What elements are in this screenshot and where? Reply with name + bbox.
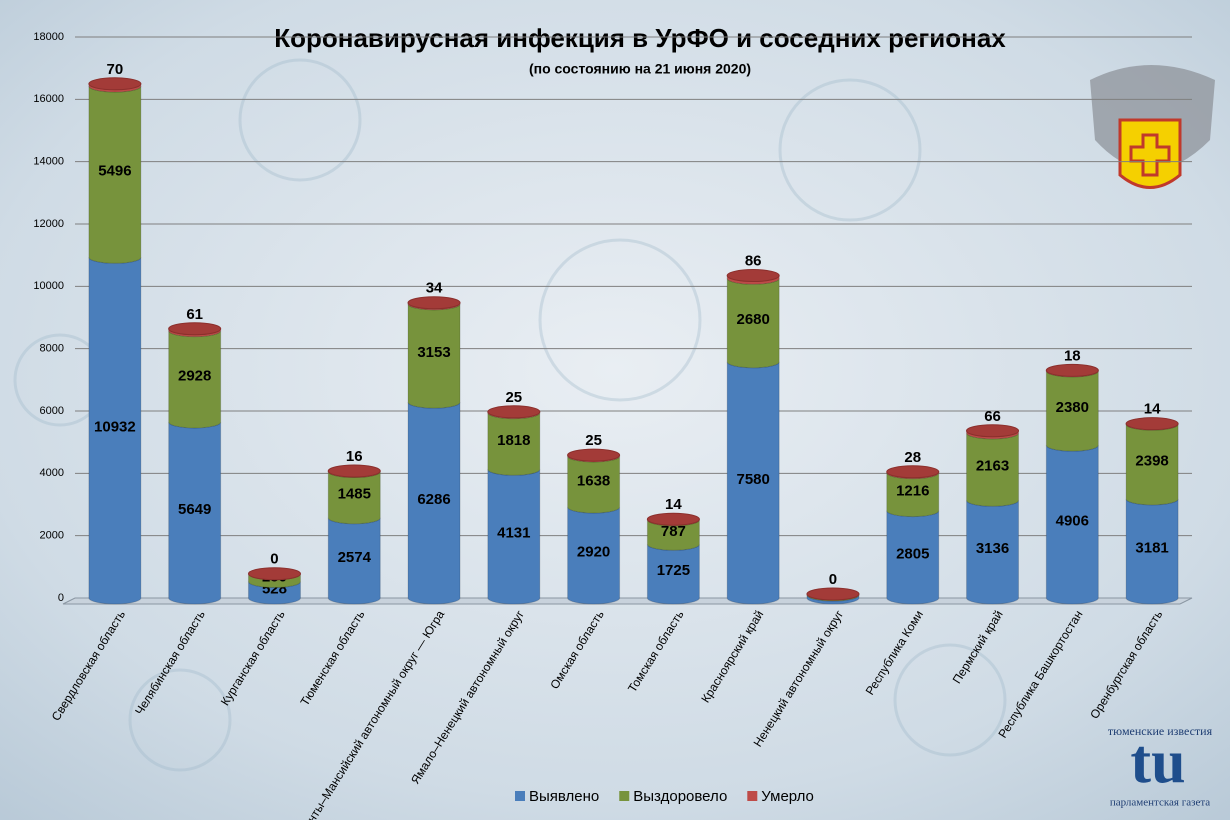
value-label: 1725 (657, 562, 690, 579)
value-label: 34 (426, 280, 443, 297)
y-tick-label: 16000 (33, 93, 64, 105)
bar-cap (88, 77, 142, 91)
logo-bottom: парламентская газета (1110, 797, 1210, 809)
value-label: 16 (346, 448, 363, 465)
y-tick-label: 2000 (40, 530, 64, 542)
value-label: 25 (585, 432, 602, 449)
value-label: 86 (745, 253, 762, 270)
bar-cap (168, 322, 222, 336)
value-label: 1485 (338, 486, 371, 503)
y-tick-label: 4000 (40, 467, 64, 479)
value-label: 70 (107, 61, 124, 78)
value-label: 3181 (1135, 539, 1168, 556)
y-tick-label: 10000 (33, 280, 64, 292)
value-label: 2680 (736, 311, 769, 328)
value-label: 61 (186, 306, 203, 323)
value-label: 2163 (976, 458, 1009, 475)
y-tick-label: 8000 (40, 343, 64, 355)
bar-cap (726, 269, 780, 283)
y-tick-label: 6000 (40, 405, 64, 417)
bar-cap (806, 587, 860, 601)
bar-cap (1125, 417, 1179, 431)
value-label: 66 (984, 408, 1001, 425)
legend-swatch (747, 791, 758, 801)
value-label: 2805 (896, 545, 929, 562)
bar-cap (886, 465, 940, 479)
value-label: 5649 (178, 501, 211, 518)
legend-label: Выявлено (529, 788, 599, 805)
value-label: 4131 (497, 525, 530, 542)
bar-cap (327, 464, 381, 478)
value-label: 2920 (577, 543, 610, 560)
value-label: 25 (505, 389, 522, 406)
bar-cap (487, 405, 541, 419)
legend-label: Умерло (761, 788, 814, 805)
floor (62, 597, 1193, 605)
value-label: 5496 (98, 163, 131, 180)
value-label: 0 (270, 551, 278, 568)
bar-cap (966, 424, 1020, 438)
legend-label: Выздоровело (633, 788, 727, 805)
value-label: 10932 (94, 419, 136, 436)
value-label: 2380 (1056, 399, 1089, 416)
legend-swatch (619, 791, 630, 801)
value-label: 1216 (896, 483, 929, 500)
bar-cap (567, 448, 621, 462)
bar-cap (646, 512, 700, 526)
logo-mark: tu (1130, 728, 1185, 796)
legend-swatch (515, 791, 525, 801)
chart-title: Коронавирусная инфекция в УрФО и соседни… (274, 23, 1006, 53)
value-label: 14 (665, 496, 682, 513)
y-tick-label: 14000 (33, 156, 64, 168)
logo: тюменские известия tu парламентская газе… (1108, 724, 1213, 809)
value-label: 18 (1064, 347, 1081, 364)
value-label: 14 (1144, 401, 1161, 418)
emblem (1090, 65, 1215, 189)
value-label: 6286 (417, 491, 450, 508)
value-label: 2928 (178, 367, 211, 384)
bar-cap (1045, 363, 1099, 377)
value-label: 28 (904, 449, 921, 466)
value-label: 3153 (417, 344, 450, 361)
chart-subtitle: (по состоянию на 21 июня 2020) (529, 61, 751, 77)
bar-cap (407, 296, 461, 310)
logo-top: тюменские известия (1108, 724, 1213, 738)
y-tick-label: 12000 (33, 218, 64, 230)
value-label: 2574 (338, 549, 372, 566)
legend: Выявлено Выздоровело Умерло (515, 788, 814, 805)
value-label: 2398 (1135, 452, 1168, 469)
value-label: 7580 (736, 471, 769, 488)
value-label: 787 (661, 523, 686, 540)
y-tick-label: 18000 (33, 31, 64, 43)
value-label: 0 (829, 571, 837, 588)
value-label: 3136 (976, 540, 1009, 557)
value-label: 4906 (1056, 513, 1089, 530)
value-label: 1638 (577, 472, 610, 489)
y-tick-label: 0 (58, 592, 64, 604)
bar-cap (247, 567, 301, 581)
value-label: 1818 (497, 432, 530, 449)
